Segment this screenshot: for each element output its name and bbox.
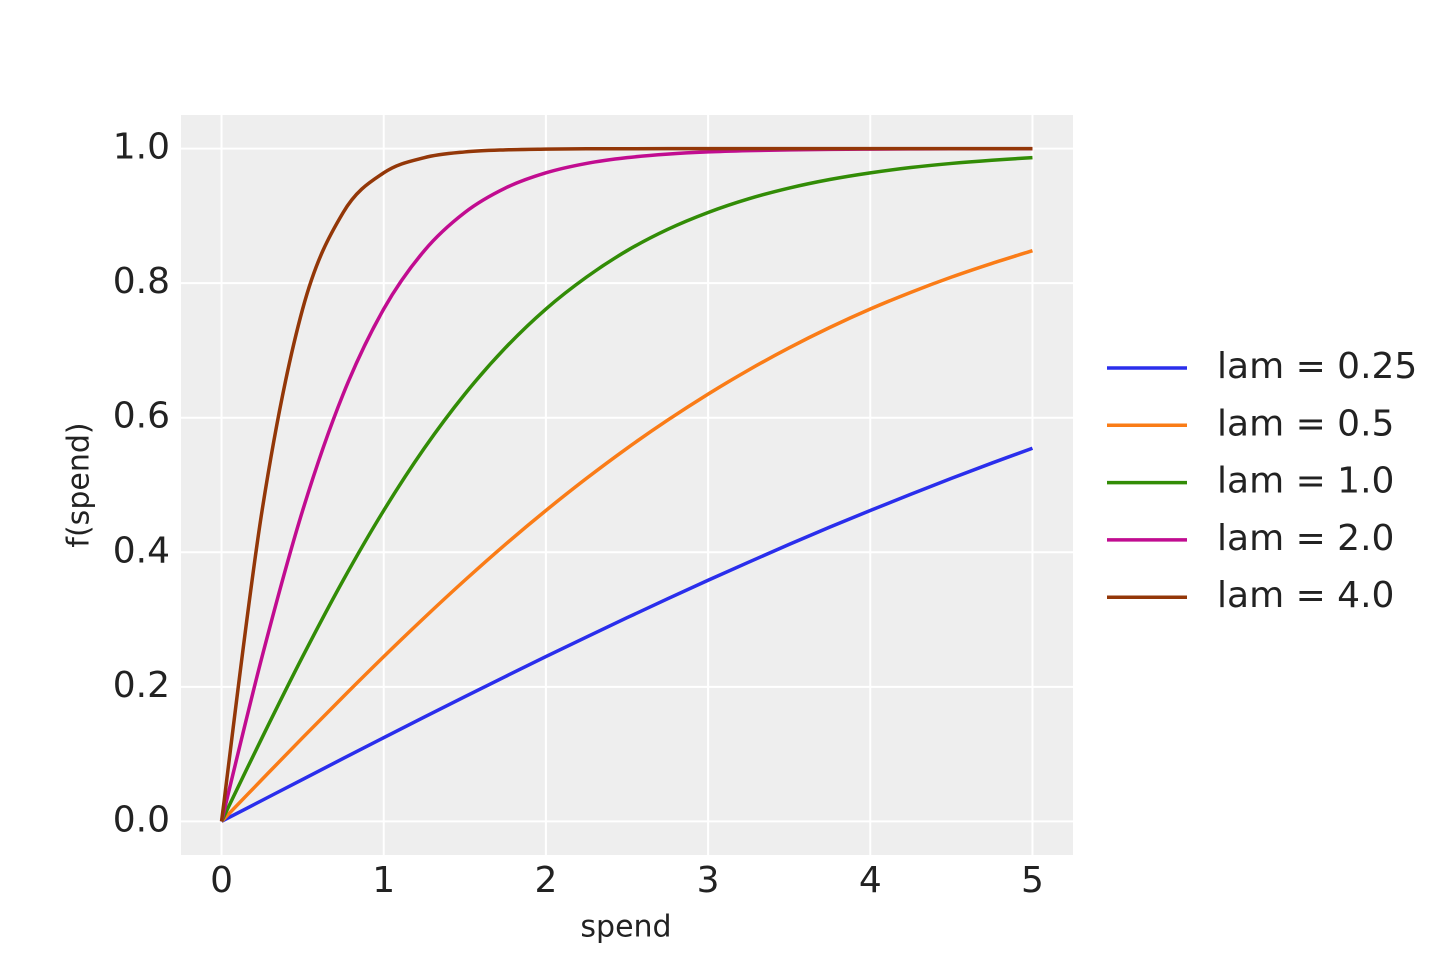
line-series (219, 146, 1033, 822)
x-tick-label: 2 (534, 860, 557, 901)
x-axis-label: spend (580, 910, 671, 945)
line-series (220, 446, 1034, 823)
x-tick-label: 3 (697, 860, 720, 901)
y-tick-label: 0.6 (113, 396, 170, 437)
legend-label: lam = 1.0 (1217, 461, 1394, 502)
x-tick-label: 5 (1021, 860, 1044, 901)
y-tick-label: 0.8 (113, 261, 170, 302)
legend-label: lam = 4.0 (1217, 575, 1394, 616)
legend-label: lam = 0.5 (1217, 403, 1394, 444)
legend-label: lam = 2.0 (1217, 518, 1394, 559)
legend-label: lam = 0.25 (1217, 346, 1417, 387)
x-tick-label: 1 (372, 860, 395, 901)
y-tick-label: 1.0 (113, 127, 170, 168)
y-tick-label: 0.0 (113, 799, 170, 840)
line-series (219, 155, 1033, 823)
y-axis-label: f(spend) (62, 422, 97, 547)
x-tick-label: 4 (859, 860, 882, 901)
y-tick-label: 0.4 (113, 530, 170, 571)
y-tick-label: 0.2 (113, 665, 170, 706)
line-series (220, 249, 1033, 823)
x-tick-label: 0 (210, 860, 233, 901)
